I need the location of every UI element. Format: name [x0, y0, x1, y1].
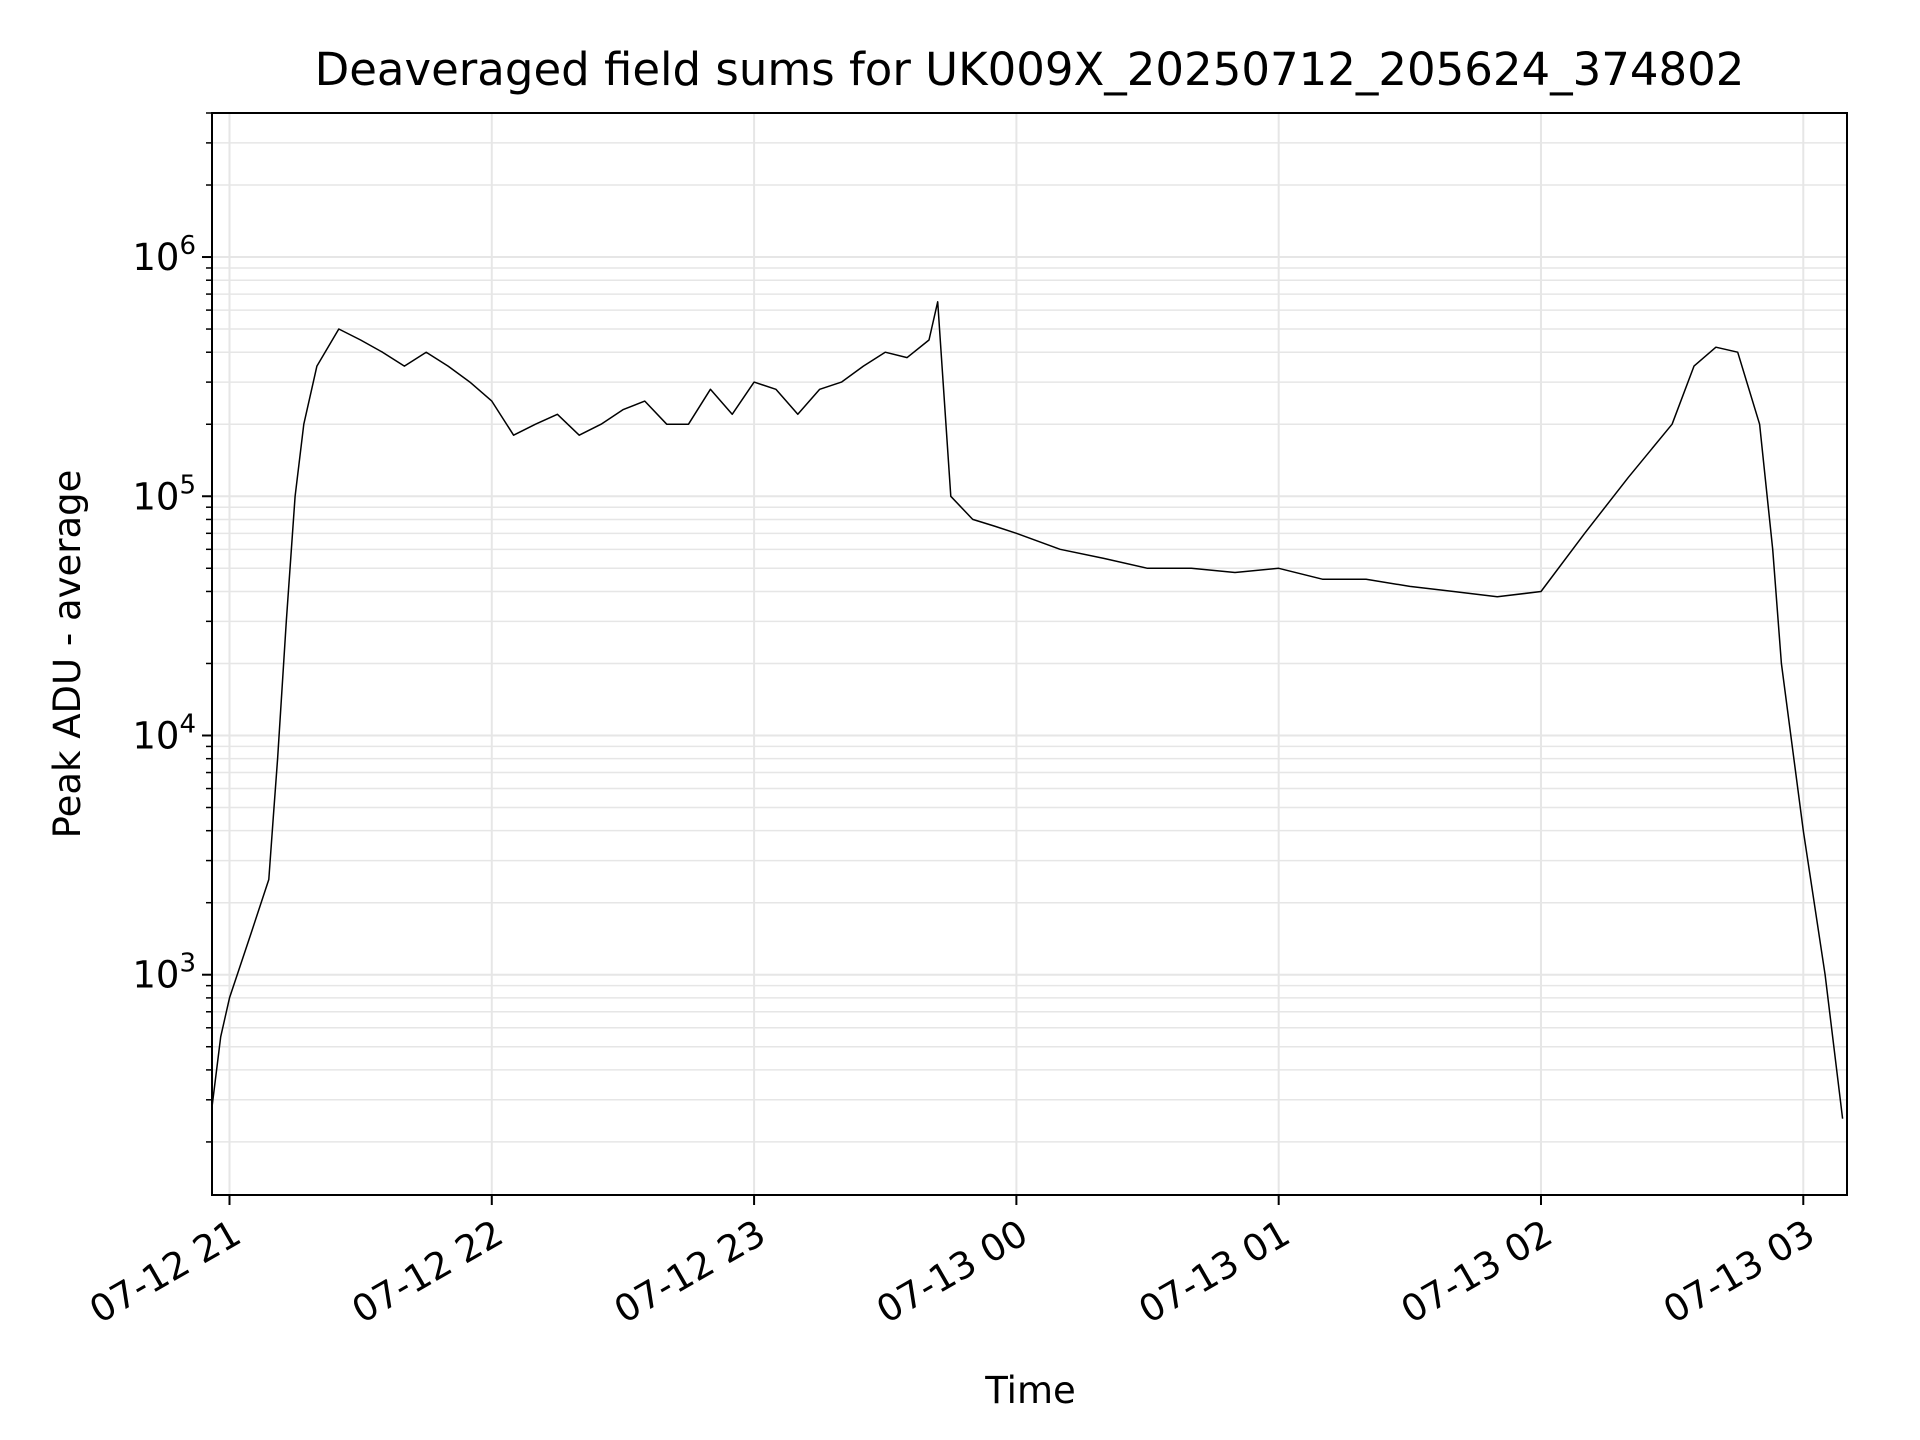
x-tick-label: 07-13 01: [1132, 1212, 1298, 1332]
chart-title: Deaveraged field sums for UK009X_2025071…: [315, 43, 1745, 96]
x-tick-label: 07-13 03: [1656, 1212, 1822, 1332]
x-tick-label: 07-12 21: [82, 1212, 248, 1332]
grid-lines: [212, 112, 1847, 1195]
x-axis-label: Time: [984, 1369, 1076, 1412]
y-tick-label-exponent: 4: [179, 709, 196, 739]
y-tick-label-exponent: 3: [179, 949, 196, 979]
series-line: [211, 301, 1844, 1119]
y-tick-label-base: 10: [132, 954, 179, 997]
y-tick-label: 105: [132, 470, 196, 518]
y-axis-label: Peak ADU - average: [46, 470, 89, 839]
y-tick-label: 103: [132, 949, 196, 997]
y-tick-label-base: 10: [132, 475, 179, 518]
y-tick-label-base: 10: [132, 714, 179, 757]
series-layer: [211, 301, 1844, 1119]
y-tick-label-base: 10: [132, 236, 179, 279]
x-tick-label: 07-12 22: [345, 1212, 511, 1332]
x-tick-label: 07-12 23: [607, 1212, 773, 1332]
x-tick-label: 07-13 00: [869, 1212, 1035, 1332]
y-tick-label: 104: [132, 709, 196, 757]
y-tick-label-exponent: 6: [179, 231, 196, 261]
plot-area-frame: [211, 112, 1848, 1196]
x-tick-label: 07-13 02: [1394, 1212, 1560, 1332]
y-tick-label: 106: [132, 231, 196, 279]
y-tick-label-exponent: 5: [179, 470, 196, 500]
